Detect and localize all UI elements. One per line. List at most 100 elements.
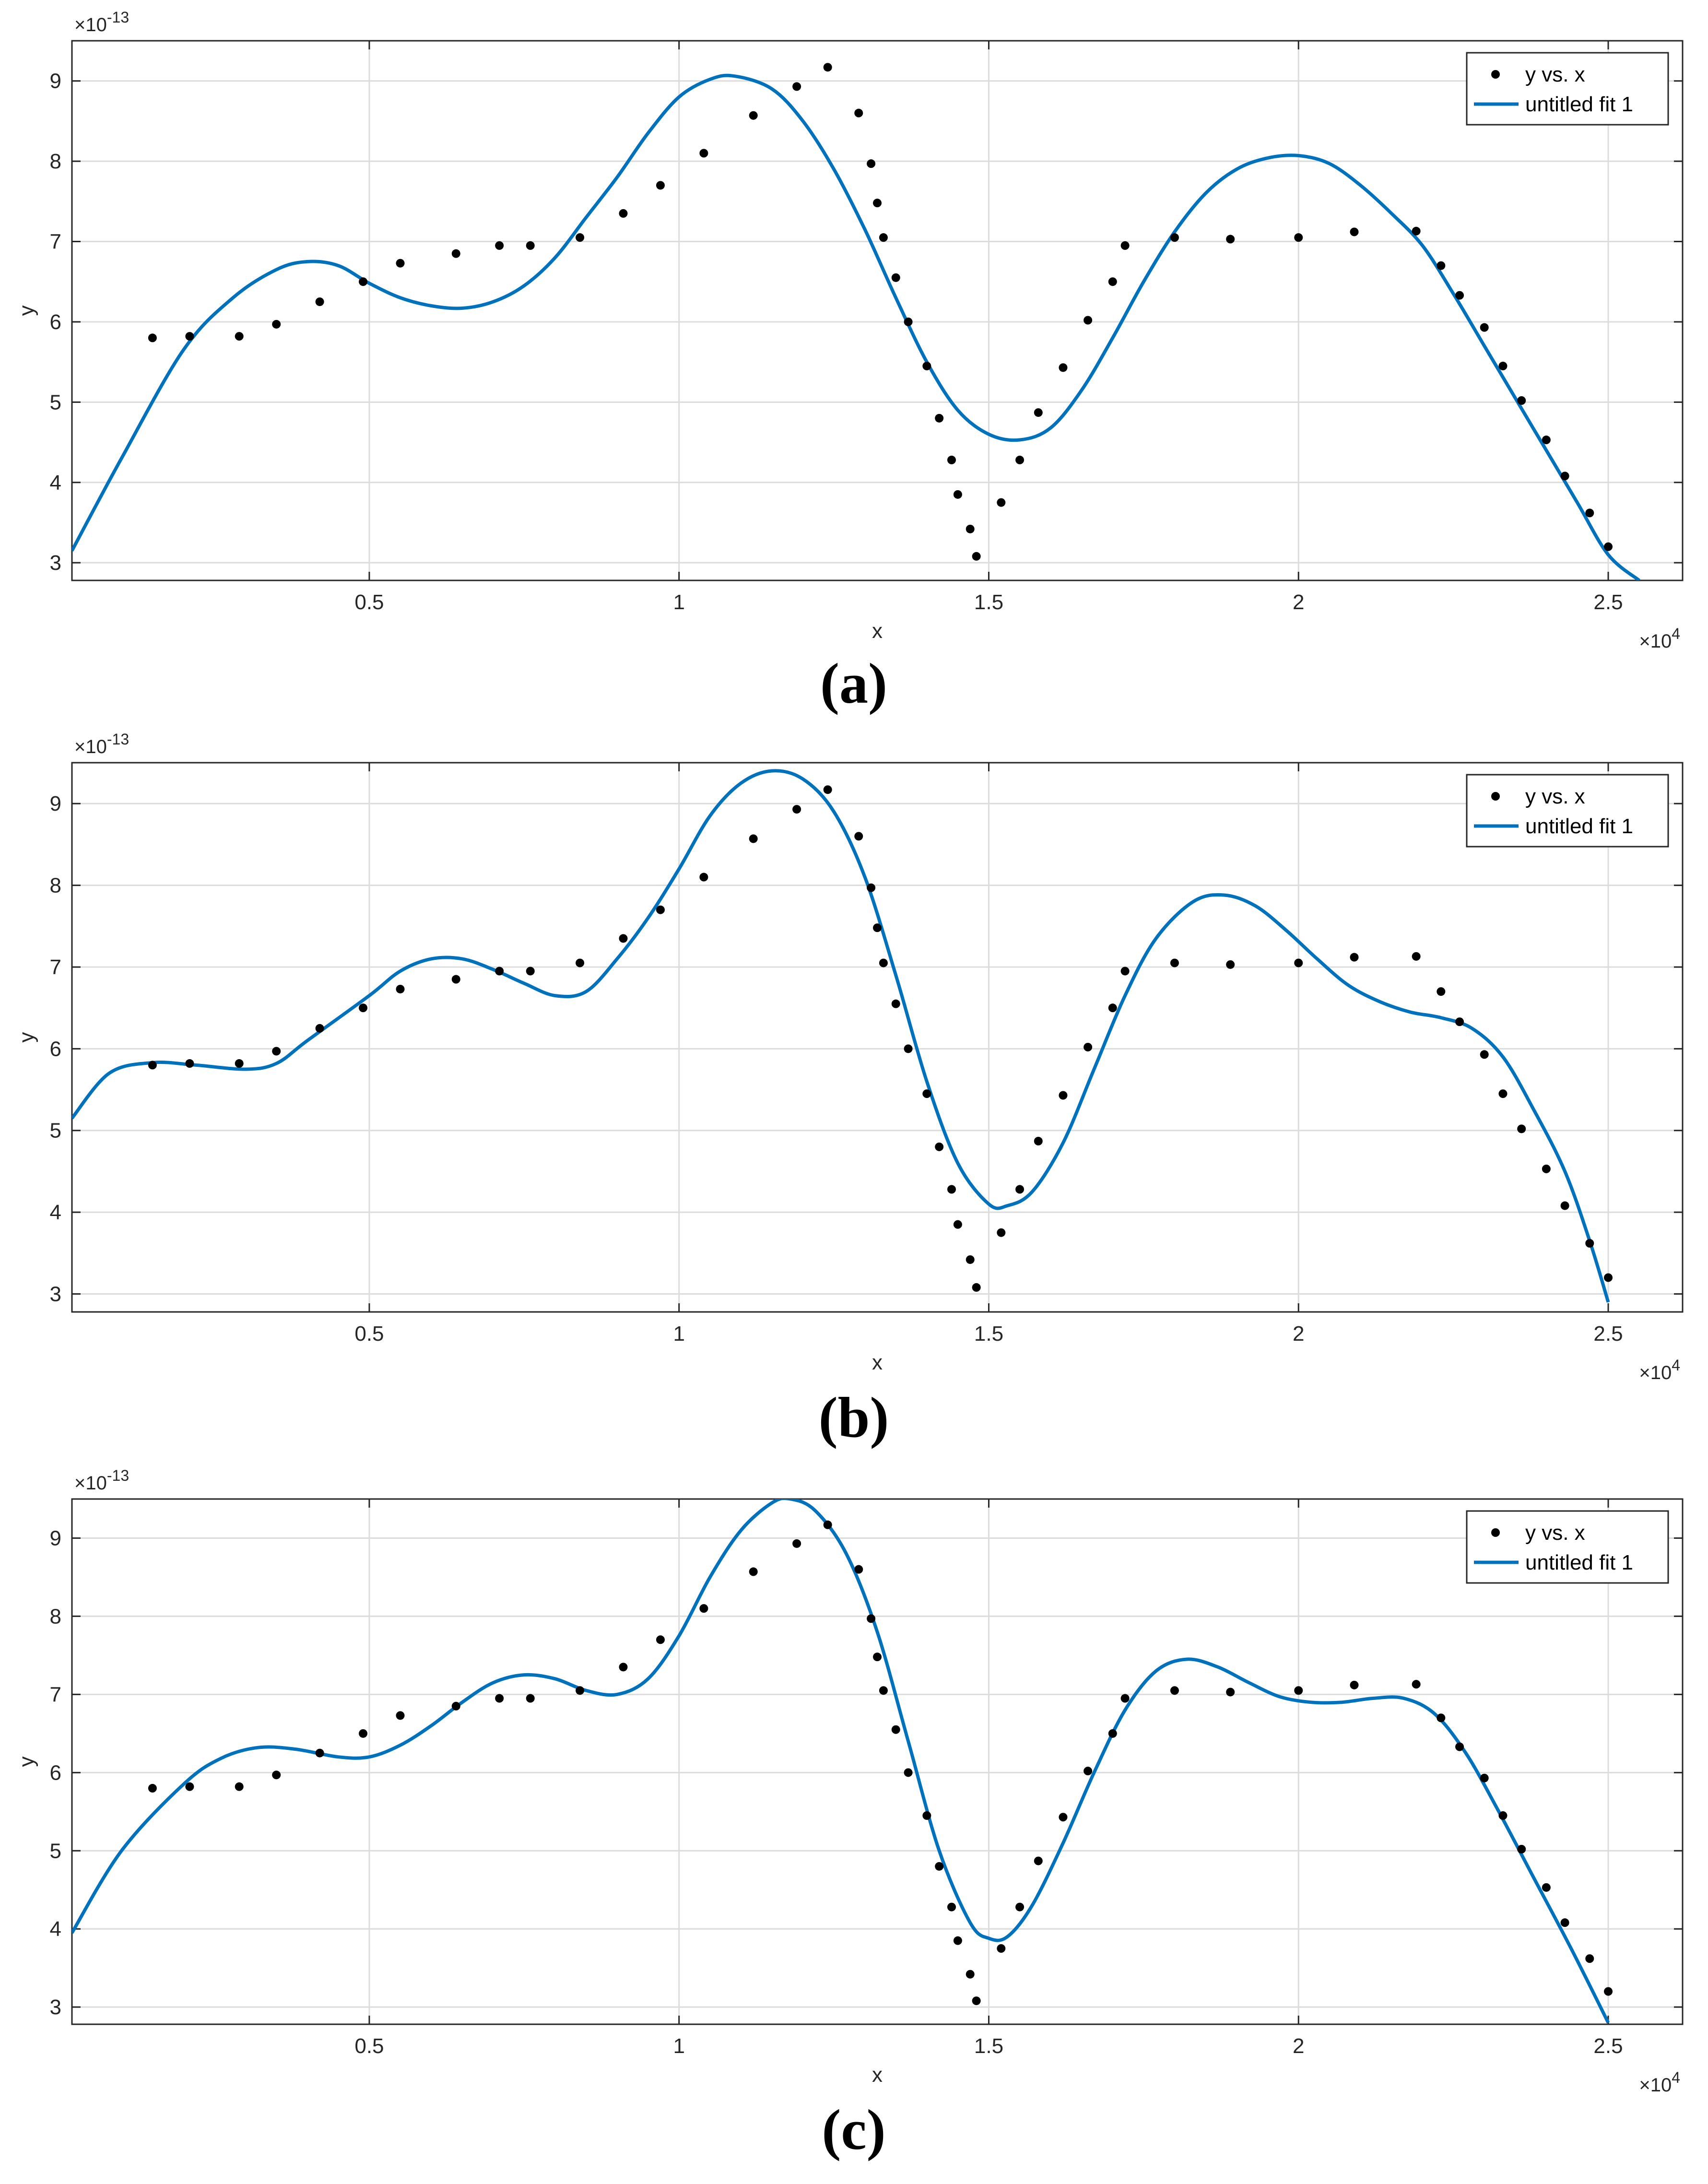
data-point	[185, 332, 194, 341]
data-point	[972, 1996, 981, 2006]
legend-entry-label: untitled fit 1	[1525, 815, 1633, 838]
y-tick-label: 4	[50, 1917, 61, 1941]
data-point	[922, 1089, 931, 1098]
x-tick-label: 1.5	[974, 2034, 1003, 2058]
legend-marker-points	[1491, 792, 1500, 801]
data-point	[1350, 227, 1359, 236]
data-point	[1480, 1773, 1489, 1783]
y-exponent-power: -13	[107, 731, 129, 748]
data-point	[359, 1729, 368, 1738]
data-point	[272, 319, 281, 329]
data-point	[1034, 408, 1043, 417]
y-tick-label: 4	[50, 471, 61, 495]
data-point	[1480, 1050, 1489, 1059]
y-tick-label: 7	[50, 230, 61, 254]
data-point	[1120, 1694, 1130, 1703]
data-point	[823, 785, 832, 794]
y-tick-label: 8	[50, 1605, 61, 1628]
legend: y vs. x untitled fit 1	[1466, 52, 1669, 126]
data-point	[879, 958, 888, 968]
data-point	[1542, 1164, 1551, 1173]
y-tick-label: 3	[50, 1283, 61, 1306]
legend-entry-label: untitled fit 1	[1525, 93, 1633, 116]
data-point	[1585, 1954, 1594, 1963]
data-point	[1604, 1987, 1613, 1996]
data-point	[396, 1711, 405, 1720]
data-point	[656, 905, 665, 914]
data-point	[235, 1782, 244, 1791]
data-point	[997, 1944, 1006, 1953]
y-tick-label: 6	[50, 1761, 61, 1784]
x-tick-label: 2.5	[1593, 590, 1623, 614]
data-point	[947, 455, 956, 464]
data-point	[1120, 241, 1130, 250]
data-point	[656, 181, 665, 190]
data-point	[1170, 958, 1179, 968]
data-point	[904, 317, 913, 326]
data-point	[792, 1539, 801, 1548]
data-point	[1412, 226, 1421, 236]
x-tick-label: 2.5	[1593, 1322, 1623, 1346]
data-point	[966, 524, 975, 533]
data-point	[315, 297, 324, 307]
plot-series	[72, 63, 1640, 580]
data-point	[1604, 542, 1613, 551]
legend-entry-label: y vs. x	[1525, 63, 1585, 86]
fit-curve-line	[72, 73, 1640, 580]
data-point	[235, 1059, 244, 1068]
data-point	[1517, 1845, 1526, 1853]
y-tick-label: 5	[50, 390, 61, 414]
data-point	[1517, 1124, 1526, 1133]
data-point	[148, 333, 157, 342]
data-point	[1585, 508, 1594, 518]
data-point	[823, 63, 832, 72]
data-point	[619, 209, 628, 218]
data-point	[873, 199, 882, 208]
data-point	[396, 259, 405, 268]
data-point	[315, 1024, 324, 1033]
data-point	[823, 1520, 832, 1529]
y-exponent-power: -13	[107, 9, 129, 26]
data-point	[854, 832, 863, 841]
data-point	[185, 1782, 194, 1791]
x-tick-label: 1.5	[974, 590, 1003, 614]
data-point	[1170, 233, 1179, 242]
x-tick-label: 2.5	[1593, 2034, 1623, 2058]
fit-curve-line	[72, 1499, 1610, 2024]
panel-label: (b)	[819, 1385, 889, 1449]
legend-marker-points	[1491, 1528, 1500, 1537]
y-axis-label: y	[15, 306, 38, 316]
x-axis-label: x	[872, 2063, 883, 2087]
data-point	[867, 1614, 876, 1623]
data-point	[966, 1255, 975, 1264]
x-exponent-power: 4	[1672, 2069, 1680, 2086]
data-point	[935, 413, 944, 423]
data-point	[1437, 1713, 1446, 1723]
x-tick-label: 2	[1293, 2034, 1304, 2058]
y-tick-label: 3	[50, 551, 61, 575]
data-point	[1560, 1201, 1569, 1210]
y-tick-label: 7	[50, 956, 61, 979]
data-point	[873, 923, 882, 933]
data-point	[1560, 1918, 1569, 1927]
data-point	[576, 958, 585, 968]
data-point	[699, 873, 708, 882]
x-exponent-label: ×104	[1639, 2069, 1680, 2096]
data-point	[1059, 363, 1068, 372]
y-tick-label: 9	[50, 1526, 61, 1550]
y-axis-label: y	[15, 1757, 38, 1767]
plot-area	[72, 41, 1683, 580]
data-point	[451, 249, 460, 258]
data-point	[1226, 960, 1235, 969]
plot-area	[72, 1499, 1683, 2024]
data-point	[1604, 1273, 1613, 1282]
data-point	[953, 490, 962, 499]
data-point	[699, 149, 708, 158]
data-point	[1455, 291, 1464, 300]
y-tick-label: 6	[50, 1037, 61, 1061]
data-point	[953, 1220, 962, 1229]
data-point	[1560, 472, 1569, 481]
x-axis-label: x	[872, 1351, 883, 1374]
